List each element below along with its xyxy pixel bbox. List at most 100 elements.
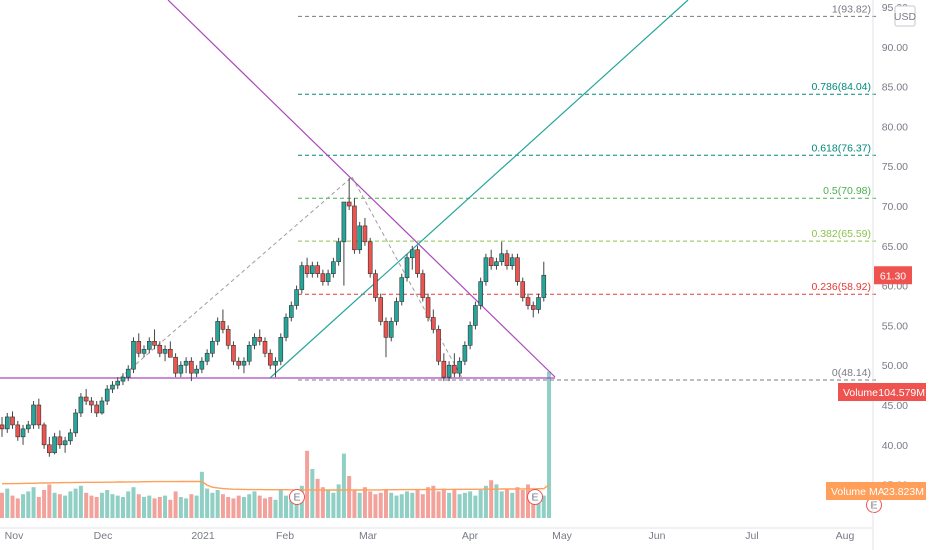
- time-axis[interactable]: Nov Dec 2021 Feb Mar Apr May Jun Jul Aug: [0, 527, 873, 542]
- volume-bar: [36, 497, 41, 518]
- volume-bar: [515, 487, 520, 518]
- candle-body: [173, 356, 178, 374]
- candle-body: [89, 400, 94, 406]
- candle-body: [294, 289, 299, 306]
- volume-bar: [184, 498, 189, 518]
- candle-body: [446, 364, 452, 378]
- currency-label: USD: [894, 11, 917, 23]
- volume-bar: [531, 494, 536, 518]
- candle-body: [425, 297, 431, 318]
- candle-body: [467, 325, 473, 346]
- candle-body: [409, 249, 415, 259]
- volume-bar: [199, 471, 204, 518]
- earnings-label: E: [870, 500, 877, 512]
- fib-level-label: 0(48.14): [832, 367, 871, 379]
- volume-bar: [236, 495, 241, 518]
- candle-body: [378, 297, 384, 322]
- candle-body: [431, 317, 436, 330]
- candle-body: [436, 329, 441, 362]
- volume-bar: [52, 492, 57, 518]
- candle-body: [273, 360, 278, 366]
- candle-body: [452, 364, 457, 374]
- volume-bar: [0, 492, 4, 518]
- earnings-icon[interactable]: [289, 489, 305, 505]
- volume-bar: [5, 488, 10, 518]
- candle-body: [10, 416, 15, 426]
- volume-bar: [536, 492, 541, 518]
- candle-body: [320, 273, 326, 282]
- candle-body: [47, 444, 52, 454]
- volume-bar: [78, 485, 83, 518]
- candle-body: [4, 416, 10, 430]
- volume-bar: [452, 490, 457, 518]
- fib-level-label: 1(93.82): [832, 3, 871, 15]
- candle-body: [310, 265, 315, 274]
- candle-body: [246, 344, 252, 362]
- candle-body: [189, 360, 194, 374]
- candle-body: [530, 305, 536, 310]
- candle-body: [499, 253, 505, 263]
- candle-body: [241, 360, 247, 366]
- volume-bar: [426, 487, 431, 518]
- candlesticks: [0, 178, 547, 457]
- volume-bar: [368, 491, 373, 518]
- time-tick-label: Nov: [5, 530, 24, 542]
- candle-body: [120, 376, 126, 382]
- candle-body: [362, 225, 368, 243]
- candle-body: [157, 344, 163, 354]
- candle-body: [336, 241, 341, 263]
- volume-bar: [68, 491, 73, 518]
- volume-bar: [336, 484, 341, 518]
- earnings-markers[interactable]: E EE: [289, 489, 882, 513]
- volume-ma-badge: [826, 482, 926, 500]
- candle-body: [525, 297, 531, 306]
- candle-body: [15, 424, 21, 438]
- candle-body: [31, 404, 36, 426]
- candle-body: [483, 257, 489, 282]
- price-tick-label: 65.00: [882, 241, 908, 253]
- volume-bar: [352, 490, 357, 518]
- volume-bar: [263, 498, 267, 518]
- candle-body: [415, 249, 420, 274]
- price-tick-label: 50.00: [882, 360, 908, 372]
- candle-body: [210, 341, 215, 354]
- volume-bar: [431, 485, 436, 518]
- volume-bar: [494, 484, 499, 518]
- candle-body: [68, 432, 73, 442]
- volume-bar: [310, 469, 315, 518]
- volume-bar: [220, 494, 225, 518]
- fib-level-label: 0.5(70.98): [823, 185, 871, 197]
- candle-body: [146, 341, 152, 350]
- volume-ma-line: [2, 480, 550, 491]
- price-tick-label: 90.00: [882, 42, 908, 54]
- volume-bar: [331, 492, 336, 518]
- descending-trend-line[interactable]: [167, 0, 556, 378]
- time-tick-label: 2021: [191, 530, 215, 542]
- candle-body: [204, 352, 210, 362]
- volume-bar: [520, 490, 525, 518]
- time-tick-label: Aug: [836, 530, 855, 542]
- candle-body: [473, 305, 478, 326]
- fibonacci-retracement[interactable]: 1(93.82) 0.786(84.04) 0.618(76.37) 0.5(70.9…: [298, 3, 876, 381]
- time-tick-label: Jun: [649, 530, 666, 542]
- volume-bar: [441, 488, 446, 518]
- currency-button[interactable]: [894, 5, 916, 27]
- volume-bar: [320, 487, 325, 518]
- volume-bar: [15, 498, 20, 518]
- earnings-label: E: [531, 492, 538, 504]
- candle-body: [494, 261, 499, 267]
- volume-bar: [94, 497, 99, 518]
- last-price-badge: [874, 266, 912, 285]
- volume-bar: [394, 495, 399, 518]
- volume-ma-line: [2, 480, 550, 491]
- volume-bar: [57, 494, 62, 518]
- candle-body: [331, 261, 336, 274]
- volume-bar: [278, 490, 283, 518]
- trend-lines[interactable]: [0, 0, 689, 379]
- earnings-icon[interactable]: [527, 489, 543, 505]
- candle-body: [420, 273, 426, 298]
- ascending-channel-line[interactable]: [269, 0, 689, 379]
